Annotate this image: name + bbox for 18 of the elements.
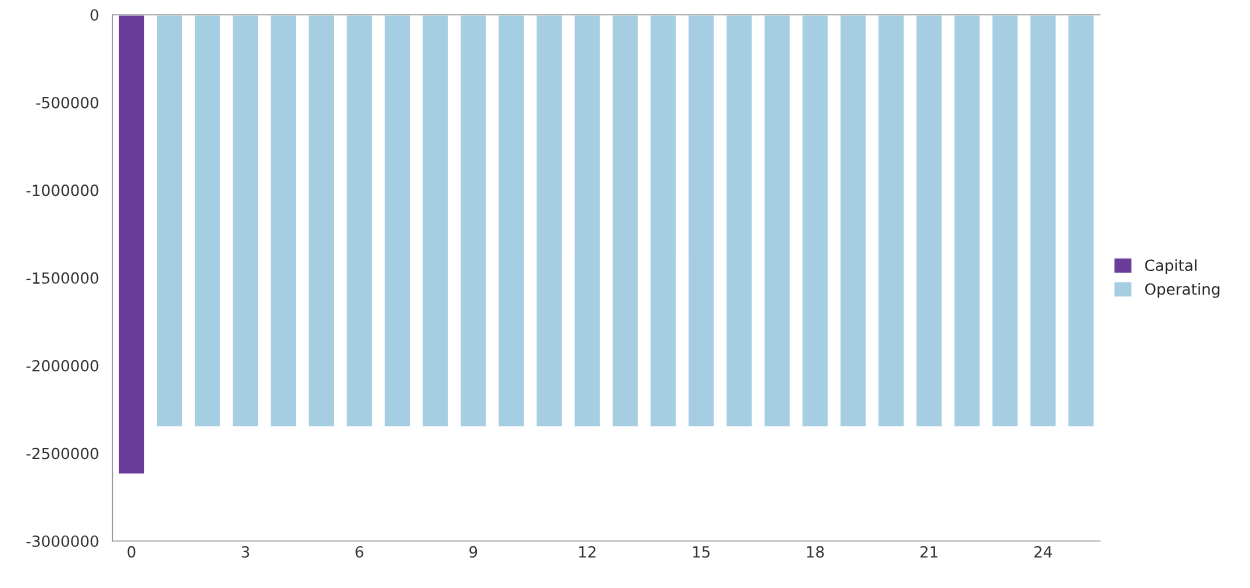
- x-tick-label: 6: [355, 546, 364, 558]
- y-tick-label: 0: [90, 9, 99, 21]
- x-tick-label: 18: [807, 546, 824, 558]
- x-tick-label: 0: [127, 546, 136, 558]
- y-tick-label: -1500000: [26, 272, 99, 284]
- x-tick-label: 24: [1034, 546, 1052, 558]
- x-tick-label: 3: [241, 546, 250, 558]
- y-tick-label: -3000000: [26, 535, 99, 547]
- y-tick-label: -500000: [36, 96, 99, 109]
- legend-label: Capital: [1145, 259, 1197, 275]
- legend-label: Operating: [1145, 283, 1220, 298]
- x-tick-label: 12: [579, 546, 596, 558]
- y-tick-label: -2500000: [26, 447, 99, 460]
- y-tick-label: -1000000: [26, 184, 99, 197]
- x-tick-label: 15: [693, 546, 710, 558]
- y-tick-label: -2000000: [26, 360, 99, 372]
- x-tick-label: 9: [469, 546, 478, 558]
- x-tick-label: 21: [920, 546, 938, 558]
